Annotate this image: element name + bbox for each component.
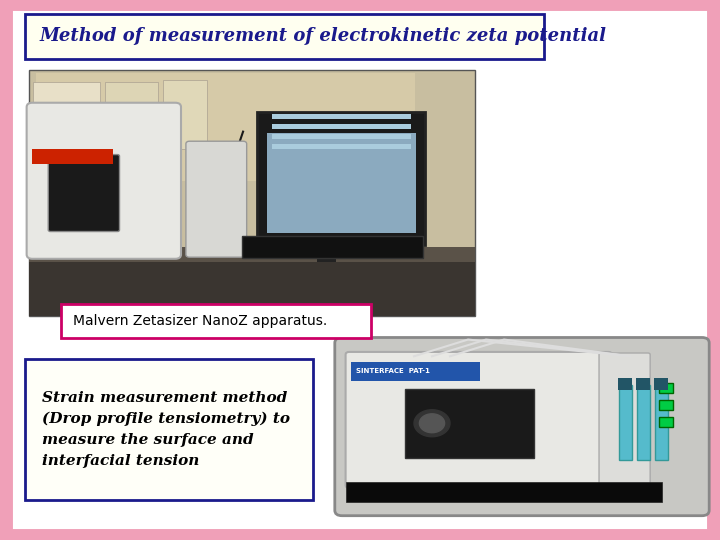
FancyBboxPatch shape [257,112,426,245]
Text: Method of measurement of electrokinetic zeta potential: Method of measurement of electrokinetic … [40,28,606,45]
FancyBboxPatch shape [186,141,247,257]
FancyBboxPatch shape [655,384,668,460]
FancyBboxPatch shape [335,338,709,516]
FancyBboxPatch shape [48,154,120,232]
FancyBboxPatch shape [29,254,475,316]
FancyBboxPatch shape [659,400,673,410]
FancyBboxPatch shape [29,70,475,316]
FancyBboxPatch shape [618,378,632,390]
FancyBboxPatch shape [242,236,423,258]
Text: SINTERFACE  PAT-1: SINTERFACE PAT-1 [356,368,431,374]
FancyBboxPatch shape [271,144,411,149]
Text: Malvern Zetasizer NanoZ apparatus.: Malvern Zetasizer NanoZ apparatus. [73,314,328,328]
FancyBboxPatch shape [163,80,207,149]
FancyBboxPatch shape [405,389,534,458]
FancyBboxPatch shape [351,362,480,381]
FancyBboxPatch shape [599,353,650,487]
FancyBboxPatch shape [32,149,113,164]
FancyBboxPatch shape [25,14,544,59]
FancyBboxPatch shape [266,133,416,233]
FancyBboxPatch shape [318,237,336,262]
FancyBboxPatch shape [271,134,411,139]
FancyBboxPatch shape [659,416,673,427]
FancyBboxPatch shape [659,383,673,393]
FancyBboxPatch shape [636,378,649,390]
FancyBboxPatch shape [33,83,100,144]
FancyBboxPatch shape [36,73,415,181]
FancyBboxPatch shape [346,352,612,488]
FancyBboxPatch shape [271,114,411,119]
FancyBboxPatch shape [271,124,411,129]
Polygon shape [414,410,450,437]
FancyBboxPatch shape [61,304,371,338]
Text: Strain measurement method
(Drop profile tensiometry) to
measure the surface and
: Strain measurement method (Drop profile … [42,391,289,468]
FancyBboxPatch shape [346,482,662,502]
FancyBboxPatch shape [654,378,668,390]
FancyBboxPatch shape [619,384,632,460]
FancyBboxPatch shape [25,359,313,500]
FancyBboxPatch shape [104,83,158,144]
FancyBboxPatch shape [29,247,475,262]
Polygon shape [420,414,444,433]
FancyBboxPatch shape [637,384,649,460]
FancyBboxPatch shape [27,103,181,259]
